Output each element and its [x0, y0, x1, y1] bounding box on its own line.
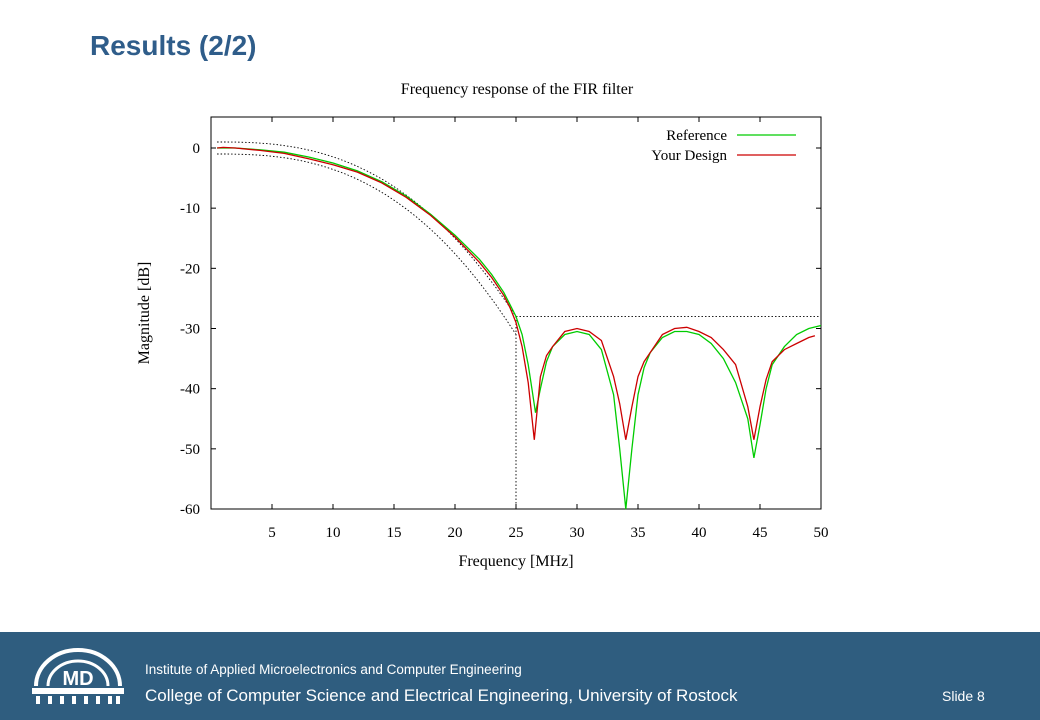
md-logo: MD: [32, 648, 124, 704]
x-tick-label: 30: [570, 525, 585, 541]
x-axis-ticks: 5 10 15 20 25 30 35 40 45 50: [268, 117, 829, 541]
x-axis-label: Frequency [MHz]: [458, 553, 573, 570]
y-tick-label: -40: [180, 382, 200, 398]
logo-text: MD: [62, 668, 93, 690]
tolerance-bounds: [217, 141, 821, 509]
x-tick-label: 40: [692, 525, 707, 541]
passband-upper-bound: [217, 141, 517, 317]
x-tick-label: 25: [509, 525, 524, 541]
y-tick-label: -20: [180, 261, 200, 277]
y-tick-label: -50: [180, 442, 200, 458]
y-axis-ticks: 0 -10 -20 -30 -40 -50 -60: [180, 141, 821, 518]
institute-name: Institute of Applied Microelectronics an…: [145, 662, 522, 677]
passband-lower-bound: [217, 153, 517, 335]
x-tick-label: 35: [631, 525, 646, 541]
x-tick-label: 5: [268, 525, 276, 541]
x-tick-label: 20: [448, 525, 463, 541]
series-line-reference: [217, 147, 822, 510]
series-layer: [217, 146, 822, 510]
x-tick-label: 50: [814, 525, 829, 541]
series-line-your-design: [217, 146, 816, 440]
slide-title: Results (2/2): [90, 30, 257, 61]
legend-label-reference: Reference: [666, 128, 727, 144]
slide-number: Slide 8: [942, 688, 985, 704]
y-tick-label: -10: [180, 201, 200, 217]
x-tick-label: 15: [387, 525, 402, 541]
y-axis-label: Magnitude [dB]: [136, 262, 153, 365]
legend-label-your-design: Your Design: [651, 148, 727, 164]
y-tick-label: -30: [180, 322, 200, 338]
y-tick-label: -60: [180, 502, 200, 518]
footer-bar: MD Institute of Applied Microelectronics…: [0, 632, 1040, 720]
x-tick-label: 10: [326, 525, 341, 541]
chart-title: Frequency response of the FIR filter: [401, 81, 634, 98]
x-tick-label: 45: [753, 525, 768, 541]
y-tick-label: 0: [193, 141, 201, 157]
college-name: College of Computer Science and Electric…: [145, 686, 738, 705]
frequency-response-chart: Frequency response of the FIR filter 5 10…: [136, 81, 829, 570]
legend: Reference Your Design: [651, 128, 796, 164]
